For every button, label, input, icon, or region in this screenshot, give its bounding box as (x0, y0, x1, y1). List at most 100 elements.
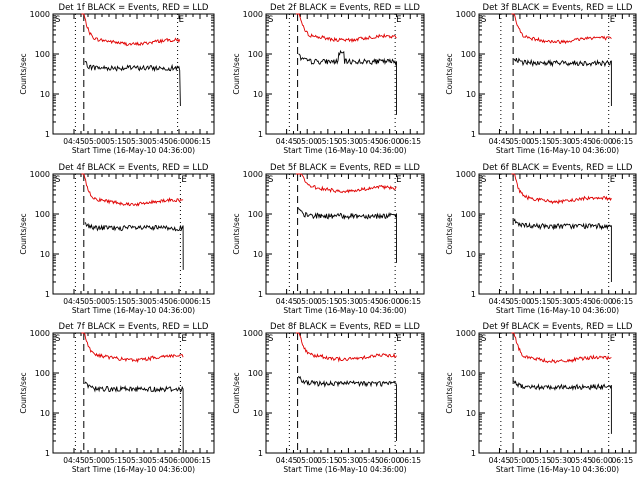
x-tick-label: 06:15 (189, 456, 211, 465)
x-tick-label: 04:45 (63, 137, 85, 146)
y-tick-label: 10 (253, 409, 263, 418)
y-tick-label: 1 (45, 130, 50, 139)
y-tick-label: 1000 (243, 10, 263, 19)
x-tick-label: 06:00 (379, 297, 401, 306)
end-marker: E (610, 15, 615, 25)
x-tick-label: 05:30 (550, 137, 572, 146)
y-tick-label: 10 (40, 250, 50, 259)
lld-series-line (296, 332, 397, 363)
lld-series-line (511, 332, 612, 364)
start-marker: S (268, 15, 273, 25)
x-tick-label: 06:15 (189, 297, 211, 306)
x-tick-label: 06:15 (189, 137, 211, 146)
y-tick-label: 10 (40, 90, 50, 99)
x-tick-label: 04:45 (63, 297, 85, 306)
x-axis-label: Start Time (16-May-10 04:36:00) (72, 465, 195, 474)
x-tick-label: 04:45 (276, 456, 298, 465)
x-tick-label: 06:00 (168, 456, 190, 465)
x-tick-label: 04:45 (276, 297, 298, 306)
start-marker: S (55, 15, 60, 25)
events-series-line (298, 49, 397, 115)
y-tick-label: 1000 (30, 10, 50, 19)
x-tick-label: 06:00 (379, 137, 401, 146)
y-tick-label: 10 (40, 409, 50, 418)
y-tick-label: 1 (45, 449, 50, 458)
y-axis-label: Counts/sec (445, 213, 454, 254)
y-tick-label: 1000 (243, 170, 263, 179)
x-tick-label: 05:30 (126, 456, 148, 465)
x-tick-label: 06:00 (168, 137, 190, 146)
x-tick-label: 05:00 (509, 297, 531, 306)
events-series-line (84, 222, 184, 270)
end-marker: E (396, 15, 401, 25)
x-axis-label: Start Time (16-May-10 04:36:00) (496, 146, 619, 155)
lld-series-line (81, 332, 184, 364)
y-tick-label: 1 (258, 290, 263, 299)
y-tick-label: 1 (45, 290, 50, 299)
y-axis-label: Counts/sec (445, 372, 454, 413)
lld-series-line (511, 13, 612, 45)
x-tick-label: 05:30 (550, 456, 572, 465)
x-tick-label: 05:30 (338, 456, 360, 465)
x-tick-label: 05:30 (126, 137, 148, 146)
plot-frame (265, 13, 425, 135)
plot-panel-3: Det 3f BLACK = Events, RED = LLD 1 10 100 10… (445, 3, 637, 155)
x-tick-label: 05:15 (105, 456, 127, 465)
plot-frame (478, 13, 637, 135)
x-tick-label: 05:45 (358, 137, 380, 146)
plot-panel-7: Det 7f BLACK = Events, RED = LLD 1 10 100 10… (19, 322, 215, 474)
y-tick-label: 10 (466, 250, 476, 259)
y-tick-label: 1 (258, 449, 263, 458)
x-tick-label: 04:45 (276, 137, 298, 146)
panel-title: Det 6f BLACK = Events, RED = LLD (483, 163, 633, 173)
x-tick-label: 05:45 (147, 297, 169, 306)
events-series-line (513, 218, 612, 282)
y-tick-label: 1 (471, 290, 476, 299)
x-tick-label: 06:00 (591, 137, 613, 146)
x-tick-label: 04:45 (489, 297, 511, 306)
x-tick-label: 05:15 (530, 137, 552, 146)
x-axis-label: Start Time (16-May-10 04:36:00) (496, 306, 619, 315)
y-tick-label: 100 (461, 369, 476, 378)
events-series-line (513, 57, 612, 106)
y-axis-label: Counts/sec (232, 213, 241, 254)
x-tick-label: 06:00 (168, 297, 190, 306)
x-tick-label: 05:45 (358, 456, 380, 465)
y-tick-label: 1 (471, 130, 476, 139)
x-tick-label: 05:30 (126, 297, 148, 306)
x-tick-label: 05:45 (571, 456, 593, 465)
x-tick-label: 05:15 (317, 137, 339, 146)
events-series-line (297, 375, 397, 441)
end-marker: E (610, 334, 615, 344)
x-tick-label: 05:00 (84, 137, 106, 146)
y-tick-label: 10 (466, 409, 476, 418)
plot-panel-8: Det 8f BLACK = Events, RED = LLD 1 10 100 10… (232, 322, 425, 474)
x-tick-label: 05:45 (571, 297, 593, 306)
end-marker: E (179, 15, 184, 25)
y-tick-label: 100 (461, 50, 476, 59)
x-tick-label: 05:00 (296, 456, 318, 465)
plot-frame (478, 173, 637, 295)
start-marker: S (268, 334, 273, 344)
y-tick-label: 1000 (30, 170, 50, 179)
x-axis-label: Start Time (16-May-10 04:36:00) (496, 465, 619, 474)
start-marker: S (55, 175, 60, 185)
x-tick-label: 05:15 (317, 297, 339, 306)
plot-panel-2: Det 2f BLACK = Events, RED = LLD 1 10 100 10… (232, 3, 425, 155)
y-tick-label: 100 (35, 210, 50, 219)
x-tick-label: 04:45 (489, 137, 511, 146)
y-tick-label: 100 (461, 210, 476, 219)
y-axis-label: Counts/sec (232, 53, 241, 94)
y-axis-label: Counts/sec (445, 53, 454, 94)
x-tick-label: 05:45 (147, 456, 169, 465)
end-marker: E (396, 334, 401, 344)
x-tick-label: 05:15 (317, 456, 339, 465)
lld-series-line (511, 173, 612, 205)
panel-title: Det 9f BLACK = Events, RED = LLD (483, 322, 633, 332)
x-tick-label: 05:00 (84, 297, 106, 306)
x-tick-label: 06:00 (591, 297, 613, 306)
x-tick-label: 05:45 (147, 137, 169, 146)
panel-title: Det 5f BLACK = Events, RED = LLD (270, 163, 420, 173)
y-tick-label: 1000 (456, 170, 476, 179)
